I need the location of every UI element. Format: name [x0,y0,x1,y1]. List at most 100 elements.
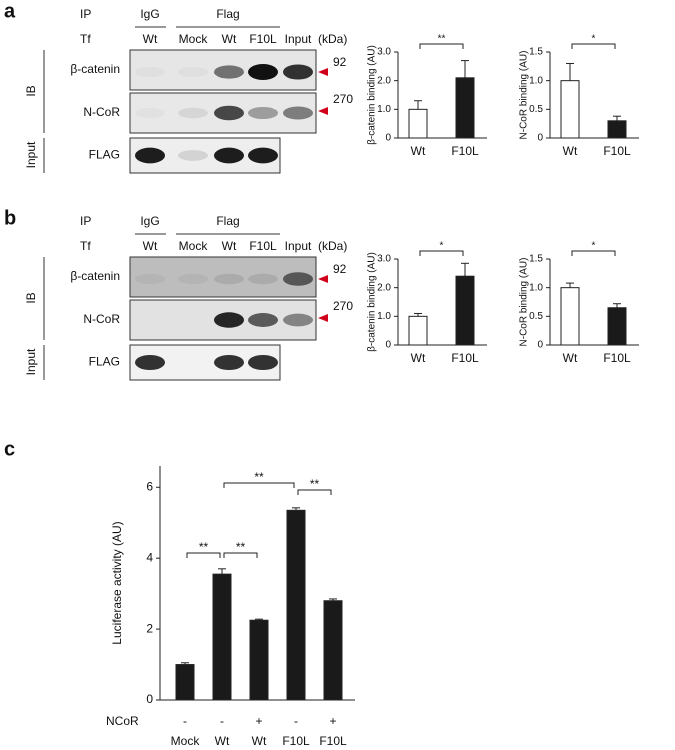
bar [212,573,232,701]
bracket [571,43,616,49]
kda-label: (kDa) [318,239,347,253]
arrow [318,107,328,115]
y-tick-label: 0 [537,133,543,144]
input-label: Input [24,348,38,375]
bracket [223,482,295,488]
y-tick-label: 1.0 [377,104,391,115]
significance: ** [236,540,246,554]
tf-label: Tf [80,32,91,46]
marker: 270 [333,299,353,313]
band [178,273,208,285]
lane-label: Mock [179,239,209,253]
lane-label: Mock [179,32,209,46]
y-tick-label: 3.0 [377,254,391,265]
x-tick-label: Mock [171,734,201,748]
y-tick-label: 6 [146,479,153,493]
band [248,313,278,327]
x-tick-label: F10L [451,351,479,365]
tf-label: Tf [80,239,91,253]
y-tick-label: 2.0 [377,75,391,86]
x-tick-label: Wt [215,734,230,748]
lane-label: Input [285,239,312,253]
ip-group: Flag [216,214,239,228]
y-tick-label: 1.0 [529,75,543,86]
bracket [297,489,332,495]
band [214,354,244,371]
bar [249,619,269,701]
marker: 270 [333,92,353,106]
ip-label: IP [80,7,91,21]
bracket [223,552,258,558]
ip-group: IgG [140,7,159,21]
x-tick-label: Wt [252,734,267,748]
lane-label: F10L [249,239,277,253]
y-tick-label: 0 [537,340,543,351]
significance: ** [438,34,446,45]
row-label: NCoR [106,714,139,728]
row-label: FLAG [89,148,120,162]
significance: ** [199,540,209,554]
x-tick-label: F10L [603,144,631,158]
y-tick-label: 1.5 [529,47,543,58]
y-axis-label: N-CoR binding (AU) [519,258,530,347]
ip-label: IP [80,214,91,228]
x-tick-label: F10L [319,734,347,748]
x-tick-label: Wt [563,351,578,365]
lane-label: Wt [143,239,158,253]
band [283,106,313,120]
arrow [318,314,328,322]
band [214,273,244,285]
band [135,108,165,118]
row-label: FLAG [89,355,120,369]
row-value: - [294,714,298,728]
band [135,273,165,285]
bar [607,120,627,139]
lane-label: F10L [249,32,277,46]
x-tick-label: Wt [563,144,578,158]
band [178,107,208,119]
panel-letter: c [4,438,15,460]
band [248,106,278,120]
bracket [571,250,616,256]
arrow [318,68,328,76]
row-label: β-catenin [70,62,120,76]
y-axis-label: Luciferase activity (AU) [110,521,124,644]
y-tick-label: 0.5 [529,311,543,322]
ib-label: IB [24,292,38,303]
significance: * [440,241,444,252]
band [248,273,278,285]
ip-group: Flag [216,7,239,21]
panel-letter: a [4,0,16,22]
bar [286,509,306,701]
y-tick-label: 4 [146,550,153,564]
band [283,313,313,327]
bar [455,77,475,139]
band [178,150,208,161]
y-tick-label: 2.0 [377,282,391,293]
band [214,312,244,328]
band [248,147,278,164]
y-axis-label: N-CoR binding (AU) [519,51,530,140]
marker: 92 [333,262,347,276]
bar [560,80,580,139]
significance: * [592,34,596,45]
y-tick-label: 3.0 [377,47,391,58]
band [214,147,244,164]
row-label: β-catenin [70,269,120,283]
band [248,64,278,80]
arrow [318,275,328,283]
row-label: N-CoR [83,105,120,119]
ip-group: IgG [140,214,159,228]
lane-label: Wt [222,32,237,46]
y-tick-label: 1.0 [529,282,543,293]
x-tick-label: F10L [451,144,479,158]
band [135,67,165,77]
x-tick-label: F10L [603,351,631,365]
band [135,147,165,164]
y-tick-label: 1.0 [377,311,391,322]
significance: ** [310,477,320,491]
y-tick-label: 0.5 [529,104,543,115]
y-axis-label: β-catenin binding (AU) [367,252,378,352]
band [283,64,313,80]
